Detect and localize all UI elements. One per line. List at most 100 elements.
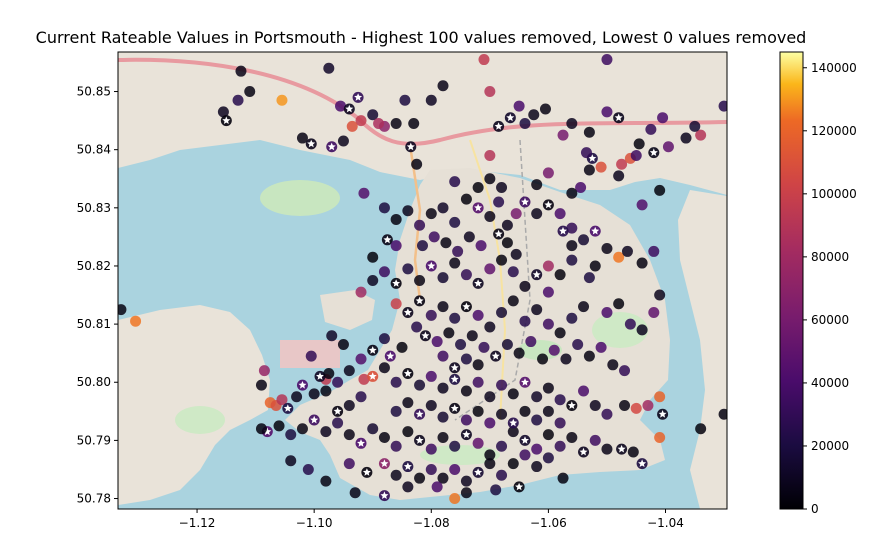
data-point bbox=[607, 359, 619, 371]
data-point bbox=[531, 443, 543, 455]
data-point bbox=[460, 269, 472, 281]
data-point-star bbox=[368, 346, 377, 354]
data-point bbox=[373, 118, 385, 130]
data-point bbox=[542, 429, 554, 441]
data-point-star bbox=[521, 378, 529, 386]
data-point bbox=[367, 109, 379, 121]
data-point-star bbox=[567, 401, 576, 409]
data-point-star bbox=[415, 296, 424, 305]
data-point-star bbox=[386, 351, 395, 360]
data-point bbox=[378, 333, 390, 345]
data-point bbox=[566, 118, 578, 130]
data-point-star bbox=[357, 439, 365, 447]
data-point bbox=[396, 341, 408, 353]
y-tick-label: 50.83 bbox=[77, 201, 111, 215]
data-point bbox=[478, 341, 490, 353]
data-point bbox=[513, 347, 525, 359]
data-point bbox=[332, 417, 344, 429]
data-point bbox=[519, 315, 531, 327]
data-point bbox=[695, 423, 707, 435]
data-point bbox=[566, 254, 578, 266]
data-point-star bbox=[427, 261, 436, 270]
data-point bbox=[493, 196, 505, 208]
data-point bbox=[355, 286, 367, 298]
data-point-star bbox=[617, 444, 626, 453]
data-point-star bbox=[515, 482, 524, 491]
data-point bbox=[308, 388, 320, 400]
data-point bbox=[428, 231, 440, 243]
data-point bbox=[378, 362, 390, 374]
data-point-star bbox=[588, 154, 597, 162]
data-point bbox=[557, 129, 569, 141]
data-point bbox=[337, 135, 349, 147]
data-point bbox=[449, 257, 461, 269]
data-point bbox=[507, 295, 519, 307]
y-axis: 50.78 50.79 50.80 50.81 50.82 50.83 50.84 50.85 bbox=[77, 85, 118, 506]
data-point bbox=[323, 62, 335, 74]
data-point bbox=[425, 400, 437, 412]
data-point-star bbox=[559, 226, 567, 235]
data-point bbox=[358, 373, 370, 385]
data-point bbox=[320, 385, 332, 397]
data-point bbox=[449, 463, 461, 475]
data-point bbox=[539, 103, 551, 115]
data-point-star bbox=[462, 430, 471, 438]
data-point-star bbox=[354, 93, 363, 101]
data-point-star bbox=[474, 279, 483, 287]
data-point bbox=[378, 266, 390, 278]
data-point bbox=[355, 115, 367, 127]
data-point bbox=[475, 240, 487, 252]
colorbar-tick-label: 20000 bbox=[811, 439, 849, 453]
data-point bbox=[449, 176, 461, 188]
y-tick-label: 50.81 bbox=[77, 317, 111, 331]
data-point-star bbox=[362, 468, 371, 476]
data-point bbox=[566, 222, 578, 234]
data-point bbox=[425, 208, 437, 220]
data-point bbox=[449, 312, 461, 324]
data-point bbox=[589, 434, 601, 446]
data-point-star bbox=[579, 447, 588, 456]
data-point bbox=[601, 54, 613, 66]
data-point bbox=[460, 475, 472, 487]
data-point bbox=[472, 437, 484, 449]
data-point-star bbox=[421, 331, 430, 340]
data-point bbox=[484, 86, 496, 98]
x-tick-label: −1.12 bbox=[179, 516, 216, 530]
y-tick-label: 50.84 bbox=[77, 143, 111, 157]
x-tick-label: −1.08 bbox=[413, 516, 450, 530]
data-point bbox=[478, 54, 490, 66]
data-point bbox=[554, 417, 566, 429]
data-point bbox=[542, 452, 554, 464]
data-point bbox=[501, 338, 513, 350]
data-point bbox=[460, 193, 472, 205]
data-point bbox=[507, 388, 519, 400]
data-point bbox=[460, 414, 472, 426]
data-point-star bbox=[310, 415, 319, 424]
data-point bbox=[578, 234, 590, 246]
data-point bbox=[343, 365, 355, 377]
data-point bbox=[496, 469, 508, 481]
data-point bbox=[616, 158, 628, 170]
data-point bbox=[358, 187, 370, 199]
data-point-star bbox=[506, 113, 515, 122]
data-point bbox=[244, 86, 256, 98]
data-point bbox=[390, 298, 402, 310]
data-point bbox=[589, 400, 601, 412]
y-tick-label: 50.85 bbox=[77, 85, 111, 99]
data-point bbox=[414, 219, 426, 231]
data-point bbox=[323, 368, 335, 380]
data-point bbox=[258, 365, 270, 377]
x-tick-label: −1.06 bbox=[530, 516, 567, 530]
data-point bbox=[542, 405, 554, 417]
plot-frame bbox=[117, 51, 728, 510]
data-point bbox=[648, 245, 660, 257]
data-point bbox=[411, 321, 423, 333]
data-point bbox=[305, 350, 317, 362]
data-point bbox=[335, 100, 347, 112]
data-point bbox=[402, 426, 414, 438]
x-tick-label: −1.04 bbox=[647, 516, 684, 530]
data-point bbox=[507, 266, 519, 278]
data-point bbox=[642, 400, 654, 412]
data-point bbox=[390, 376, 402, 388]
